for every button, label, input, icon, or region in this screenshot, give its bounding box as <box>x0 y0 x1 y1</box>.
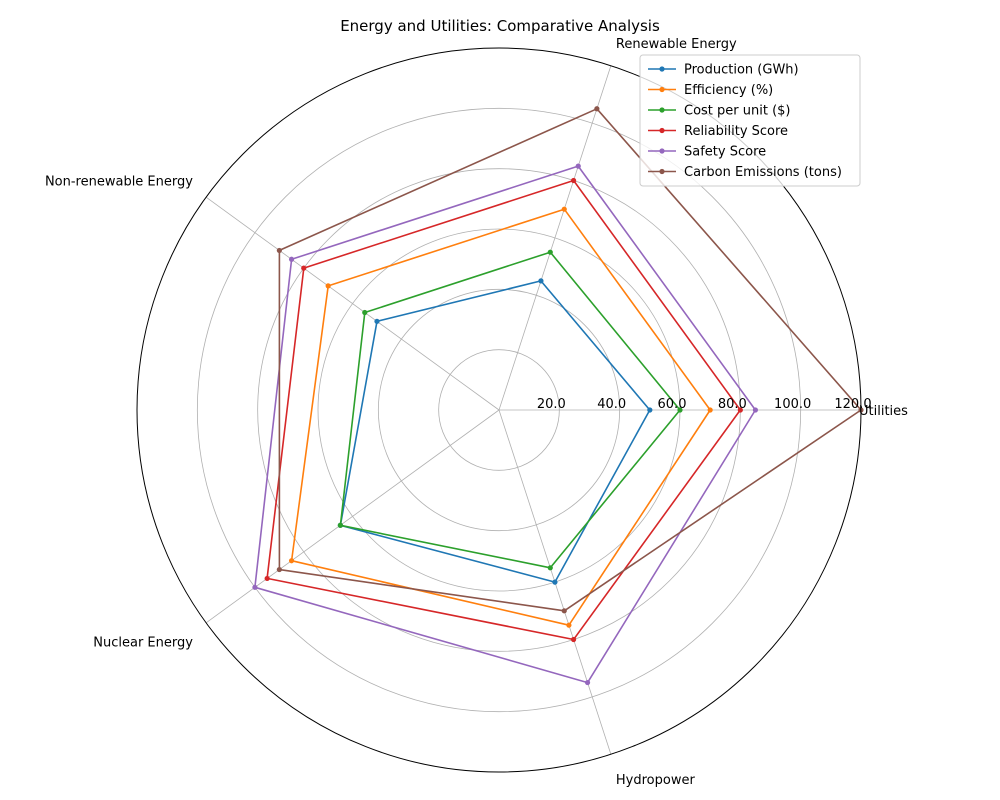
legend-label: Efficiency (%) <box>684 83 773 98</box>
series-group <box>337 278 653 585</box>
data-point <box>570 636 577 643</box>
data-point <box>752 407 759 413</box>
legend-swatch-marker <box>659 107 665 113</box>
data-point <box>276 247 282 254</box>
legend-swatch-marker <box>659 168 665 175</box>
data-point <box>677 407 683 413</box>
series-group <box>288 206 713 628</box>
data-point <box>552 579 558 585</box>
data-point <box>570 177 577 184</box>
legend-label: Carbon Emissions (tons) <box>684 165 842 180</box>
data-point <box>594 106 600 112</box>
ring-gridline <box>438 349 560 471</box>
series-line <box>339 280 651 583</box>
legend-box <box>639 54 861 187</box>
series-group <box>264 177 743 643</box>
data-point <box>561 206 567 212</box>
data-point <box>276 566 282 573</box>
series-line <box>290 208 712 627</box>
data-point <box>737 407 743 413</box>
data-point <box>707 407 713 413</box>
data-point <box>566 622 572 628</box>
ring-gridline <box>196 107 802 713</box>
legend: Production (GWh) Efficiency (%) Cost per u… <box>639 54 861 187</box>
chart-title: Energy and Utilities: Comparative Analys… <box>340 17 660 35</box>
legend-label: Reliability Score <box>684 124 788 139</box>
category-label: Nuclear Energy <box>93 635 193 650</box>
category-label: Renewable Energy <box>616 37 737 52</box>
data-point <box>325 283 331 289</box>
legend-label: Cost per unit ($) <box>684 104 791 119</box>
data-point <box>647 407 653 413</box>
legend-swatch-marker <box>659 66 665 72</box>
data-point <box>538 278 544 284</box>
data-point <box>575 163 581 169</box>
radial-tick-label: 80.0 <box>718 397 747 412</box>
data-point <box>288 558 295 564</box>
category-label: Hydropower <box>616 773 696 788</box>
data-point <box>252 584 258 590</box>
data-point <box>561 608 567 614</box>
ring-gridline <box>377 288 621 532</box>
radial-tick-label: 100.0 <box>774 397 811 412</box>
data-point <box>858 407 864 413</box>
legend-swatch-marker <box>659 148 665 154</box>
radial-tick-label: 60.0 <box>658 397 687 412</box>
data-point <box>374 318 380 324</box>
legend-label: Safety Score <box>684 145 766 160</box>
series-line <box>339 251 681 569</box>
category-label: Utilities <box>859 404 908 419</box>
data-point <box>547 249 553 255</box>
data-point <box>337 522 343 528</box>
data-point <box>264 575 270 582</box>
series-group <box>252 163 759 686</box>
legend-swatch-marker <box>659 86 665 93</box>
legend-swatch-marker <box>659 127 665 134</box>
data-point <box>584 679 591 686</box>
series-line <box>266 179 742 641</box>
category-label: Non-renewable Energy <box>45 175 193 190</box>
series-group <box>337 249 683 571</box>
series-line <box>254 165 757 684</box>
legend-label: Production (GWh) <box>684 63 799 78</box>
data-point <box>362 309 368 316</box>
radial-tick-label: 20.0 <box>537 397 566 412</box>
radial-tick-label: 120.0 <box>834 397 871 412</box>
radial-tick-label: 40.0 <box>597 397 626 412</box>
data-point <box>547 565 553 571</box>
data-point <box>301 265 307 271</box>
data-point <box>288 256 295 262</box>
